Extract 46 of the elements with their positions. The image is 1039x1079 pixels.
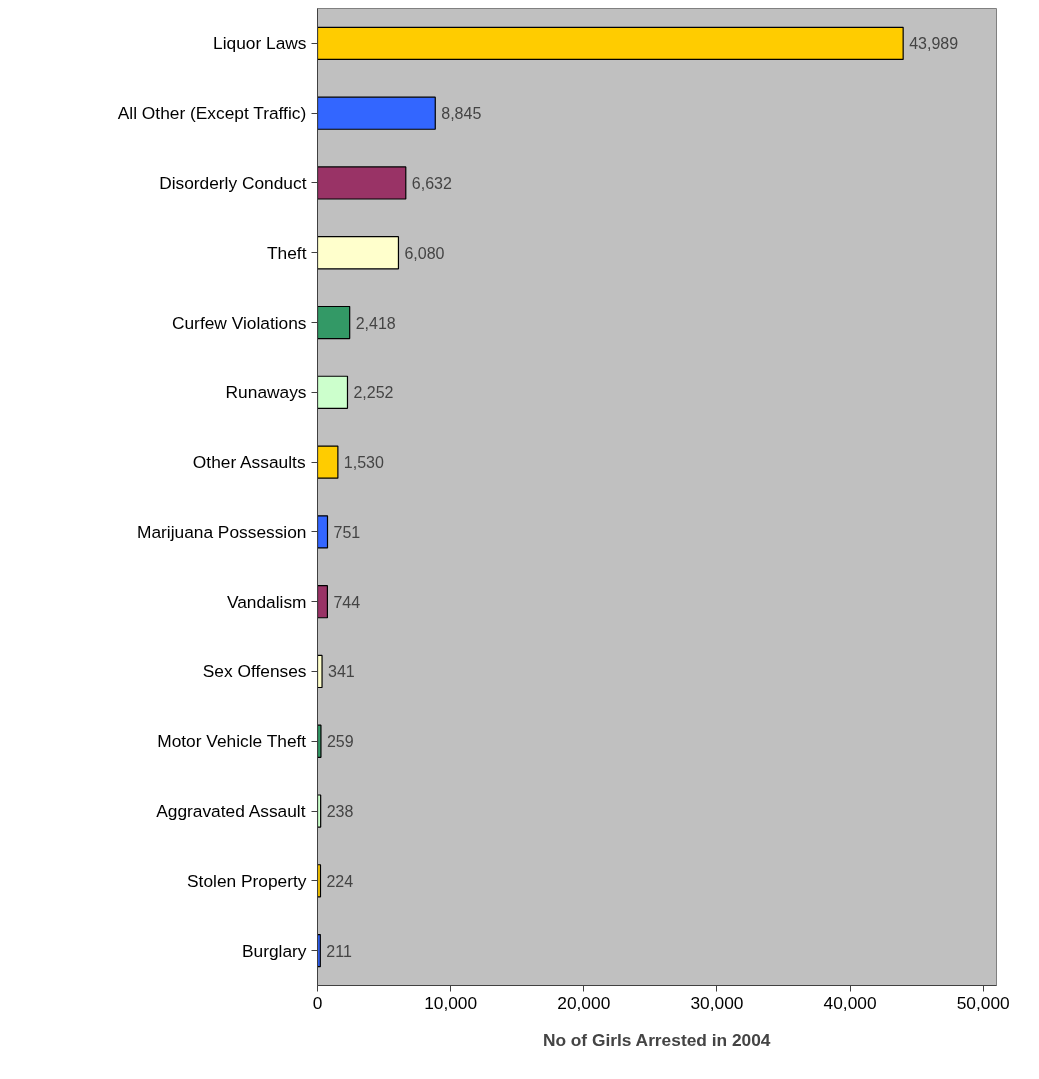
y-tick-label: Sex Offenses [202,661,307,682]
data-label: 751 [333,523,361,541]
y-tick-label: Liquor Laws [213,33,307,54]
y-tick-label: Disorderly Conduct [159,172,307,193]
x-axis-title: No of Girls Arrested in 2004 [542,1029,771,1050]
data-label: 238 [326,803,354,821]
y-tick-label: Marijuana Possession [136,521,307,542]
data-label: 224 [326,872,354,890]
bar [317,236,400,270]
y-tick-label: Other Assaults [192,452,306,473]
y-tick-label: Aggravated Assault [156,801,306,822]
y-tick-label: Vandalism [226,591,307,612]
bar [317,445,339,479]
y-tick-label: Motor Vehicle Theft [157,731,307,752]
data-label: 2,252 [353,384,394,402]
data-label: 744 [333,593,361,611]
x-tick-label: 40,000 [823,992,877,1013]
bar [317,305,351,340]
data-label: 211 [326,942,352,960]
x-tick-label: 50,000 [956,992,1010,1013]
y-tick-label: All Other (Except Traffic) [117,103,307,124]
y-tick-label: Stolen Property [187,870,307,891]
x-tick-label: 20,000 [557,992,611,1013]
y-tick-label: Runaways [225,382,307,403]
bar [317,585,329,619]
bar [317,375,349,409]
data-label: 43,989 [909,35,959,53]
bar [317,654,323,689]
bar [317,515,329,549]
data-label: 6,080 [404,244,445,262]
y-tick-label: Burglary [241,940,307,961]
x-tick-label: 10,000 [424,992,478,1013]
bar [317,96,436,130]
x-tick-label: 0 [312,992,323,1013]
y-tick-label: Curfew Violations [171,312,307,333]
data-label: 2,418 [355,314,396,332]
x-tick-label: 30,000 [690,992,744,1013]
data-label: 259 [326,733,354,751]
data-label: 341 [328,663,355,681]
bar [317,26,904,61]
data-label: 6,632 [411,174,452,192]
data-label: 1,530 [343,454,385,472]
bar [317,724,322,758]
bar [317,166,407,200]
data-label: 8,845 [441,105,482,123]
y-tick-label: Theft [267,242,307,263]
